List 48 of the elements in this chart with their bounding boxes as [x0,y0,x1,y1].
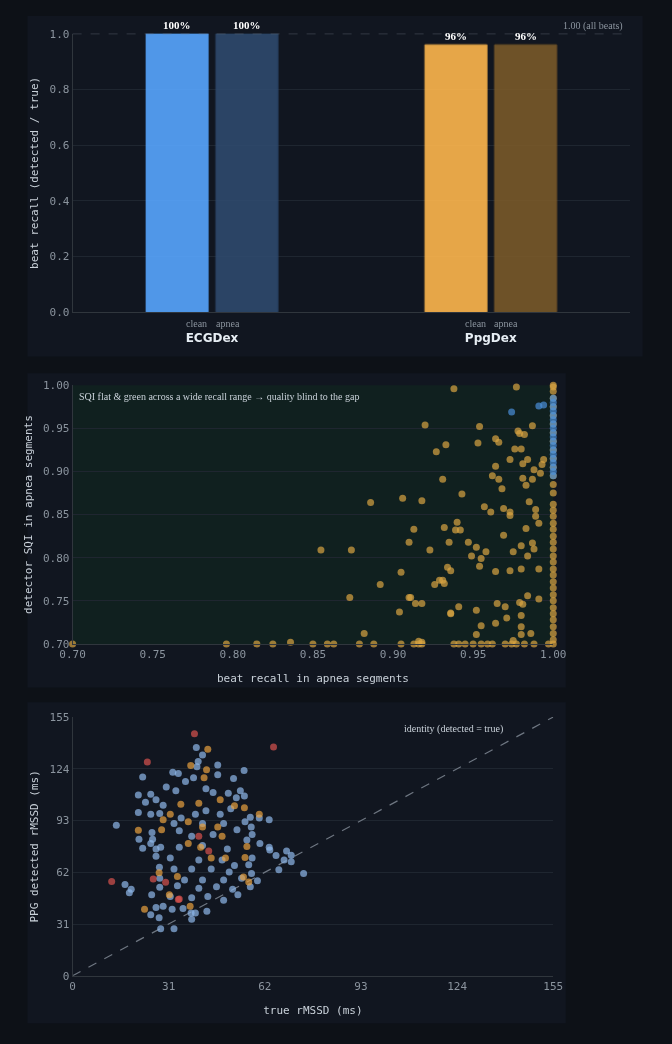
x-tick-label: 0.75 [139,648,166,662]
y-tick-label: 0.95 [42,422,70,436]
y-tick-label: 0.75 [42,594,70,608]
y-tick-label: 0.8 [49,83,70,97]
data-label: 96% [515,30,537,42]
y-tick-label: 0.2 [49,250,70,264]
x-axis-title: beat recall in apnea segments [216,672,409,686]
y-tick-label: 155 [49,710,70,724]
x-tick-label: PpgDex [464,330,517,345]
x-tick-label: 0.95 [459,648,487,662]
x-tick-label: 0.80 [219,648,247,662]
series-label: clean [186,318,208,329]
y-tick-label: 0.6 [49,138,70,152]
series-label: apnea [216,318,240,329]
y-tick-label: 93 [56,814,70,828]
y-tick-label: 0.0 [49,305,70,319]
y-tick-label: 0.90 [42,465,70,479]
x-tick-label: ECGDex [185,330,239,345]
x-tick-label: 1.00 [540,648,567,662]
y-tick-label: 62 [56,866,70,880]
y-tick-label: 1.00 [42,379,70,393]
y-tick-label: 0.4 [49,194,70,208]
data-label: 100% [163,19,191,31]
x-tick-label: 93 [354,979,368,993]
x-tick-label: 31 [162,979,176,993]
text: apnea [494,318,518,329]
x-axis-title: true rMSSD (ms) [263,1004,363,1018]
y-tick-label: 124 [49,762,70,776]
data-label: 100% [233,19,261,31]
x-tick-label: 124 [447,979,468,993]
y-tick-label: 0 [62,969,70,983]
y-axis-title: beat recall (detected / true) [28,76,42,269]
annotation: identity (detected = true) [404,723,504,735]
annotation: SQI flat & green across a wide recall range → quality blind to the gap [79,391,360,402]
y-tick-label: 0.70 [42,637,70,651]
y-axis-title: PPG detected rMSSD (ms) [28,770,42,923]
ref-line-label: 1.00 (all beats) [563,20,623,32]
y-tick-label: 0.80 [42,551,70,565]
y-tick-label: 0.85 [42,508,70,522]
text: clean [465,318,487,329]
y-tick-label: 1.0 [49,27,70,41]
x-tick-label: 0.85 [299,648,327,662]
y-tick-label: 31 [56,917,70,931]
y-axis-title: detector SQI in apnea segments [21,415,35,614]
data-label: 96% [445,30,467,42]
x-tick-label: 155 [543,979,564,993]
x-tick-label: 0.90 [379,648,407,662]
x-tick-label: 62 [258,979,272,993]
